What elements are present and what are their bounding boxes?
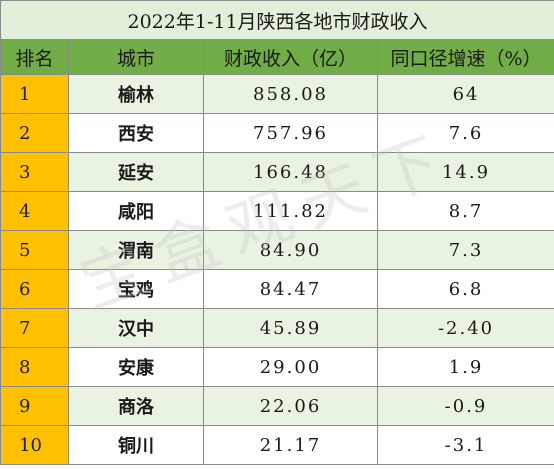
growth-cell: 7.3 xyxy=(376,230,554,270)
growth-cell: 1.9 xyxy=(376,347,554,387)
city-cell: 铜川 xyxy=(68,425,204,465)
revenue-cell: 111.82 xyxy=(203,191,378,231)
rank-cell: 6 xyxy=(0,269,69,309)
header-city: 城市 xyxy=(68,39,204,75)
revenue-cell: 84.90 xyxy=(203,230,378,270)
rank-cell: 5 xyxy=(0,230,69,270)
title-row: 2022年1-11月陕西各地市财政收入 xyxy=(0,0,554,40)
revenue-cell: 166.48 xyxy=(203,152,378,192)
growth-cell: -0.9 xyxy=(376,386,554,426)
table-row: 5 渭南 84.90 7.3 xyxy=(0,230,554,270)
city-cell: 渭南 xyxy=(68,230,204,270)
table-row: 2 西安 757.96 7.6 xyxy=(0,113,554,153)
city-cell: 榆林 xyxy=(68,74,204,114)
header-revenue: 财政收入（亿） xyxy=(203,39,378,75)
growth-cell: 7.6 xyxy=(376,113,554,153)
header-row: 排名 城市 财政收入（亿） 同口径增速（%） xyxy=(0,39,554,75)
revenue-cell: 45.89 xyxy=(203,308,378,348)
table-row: 10 铜川 21.17 -3.1 xyxy=(0,425,554,465)
revenue-cell: 757.96 xyxy=(203,113,378,153)
growth-cell: 6.8 xyxy=(376,269,554,309)
rank-cell: 10 xyxy=(0,425,69,465)
revenue-cell: 858.08 xyxy=(203,74,378,114)
table-title: 2022年1-11月陕西各地市财政收入 xyxy=(0,0,554,40)
table-row: 7 汉中 45.89 -2.40 xyxy=(0,308,554,348)
table-row: 4 咸阳 111.82 8.7 xyxy=(0,191,554,231)
header-growth: 同口径增速（%） xyxy=(376,39,554,75)
rank-cell: 3 xyxy=(0,152,69,192)
table-row: 6 宝鸡 84.47 6.8 xyxy=(0,269,554,309)
city-cell: 延安 xyxy=(68,152,204,192)
city-cell: 咸阳 xyxy=(68,191,204,231)
growth-cell: 8.7 xyxy=(376,191,554,231)
rank-cell: 2 xyxy=(0,113,69,153)
growth-cell: 14.9 xyxy=(376,152,554,192)
revenue-cell: 21.17 xyxy=(203,425,378,465)
rank-cell: 7 xyxy=(0,308,69,348)
table-row: 9 商洛 22.06 -0.9 xyxy=(0,386,554,426)
revenue-cell: 29.00 xyxy=(203,347,378,387)
revenue-cell: 22.06 xyxy=(203,386,378,426)
revenue-cell: 84.47 xyxy=(203,269,378,309)
growth-cell: -2.40 xyxy=(376,308,554,348)
city-cell: 宝鸡 xyxy=(68,269,204,309)
table-row: 3 延安 166.48 14.9 xyxy=(0,152,554,192)
header-rank: 排名 xyxy=(0,39,69,75)
city-cell: 西安 xyxy=(68,113,204,153)
city-cell: 汉中 xyxy=(68,308,204,348)
rank-cell: 4 xyxy=(0,191,69,231)
table-row: 8 安康 29.00 1.9 xyxy=(0,347,554,387)
city-cell: 商洛 xyxy=(68,386,204,426)
rank-cell: 8 xyxy=(0,347,69,387)
city-cell: 安康 xyxy=(68,347,204,387)
growth-cell: -3.1 xyxy=(376,425,554,465)
rank-cell: 1 xyxy=(0,74,69,114)
table-row: 1 榆林 858.08 64 xyxy=(0,74,554,114)
growth-cell: 64 xyxy=(376,74,554,114)
rank-cell: 9 xyxy=(0,386,69,426)
